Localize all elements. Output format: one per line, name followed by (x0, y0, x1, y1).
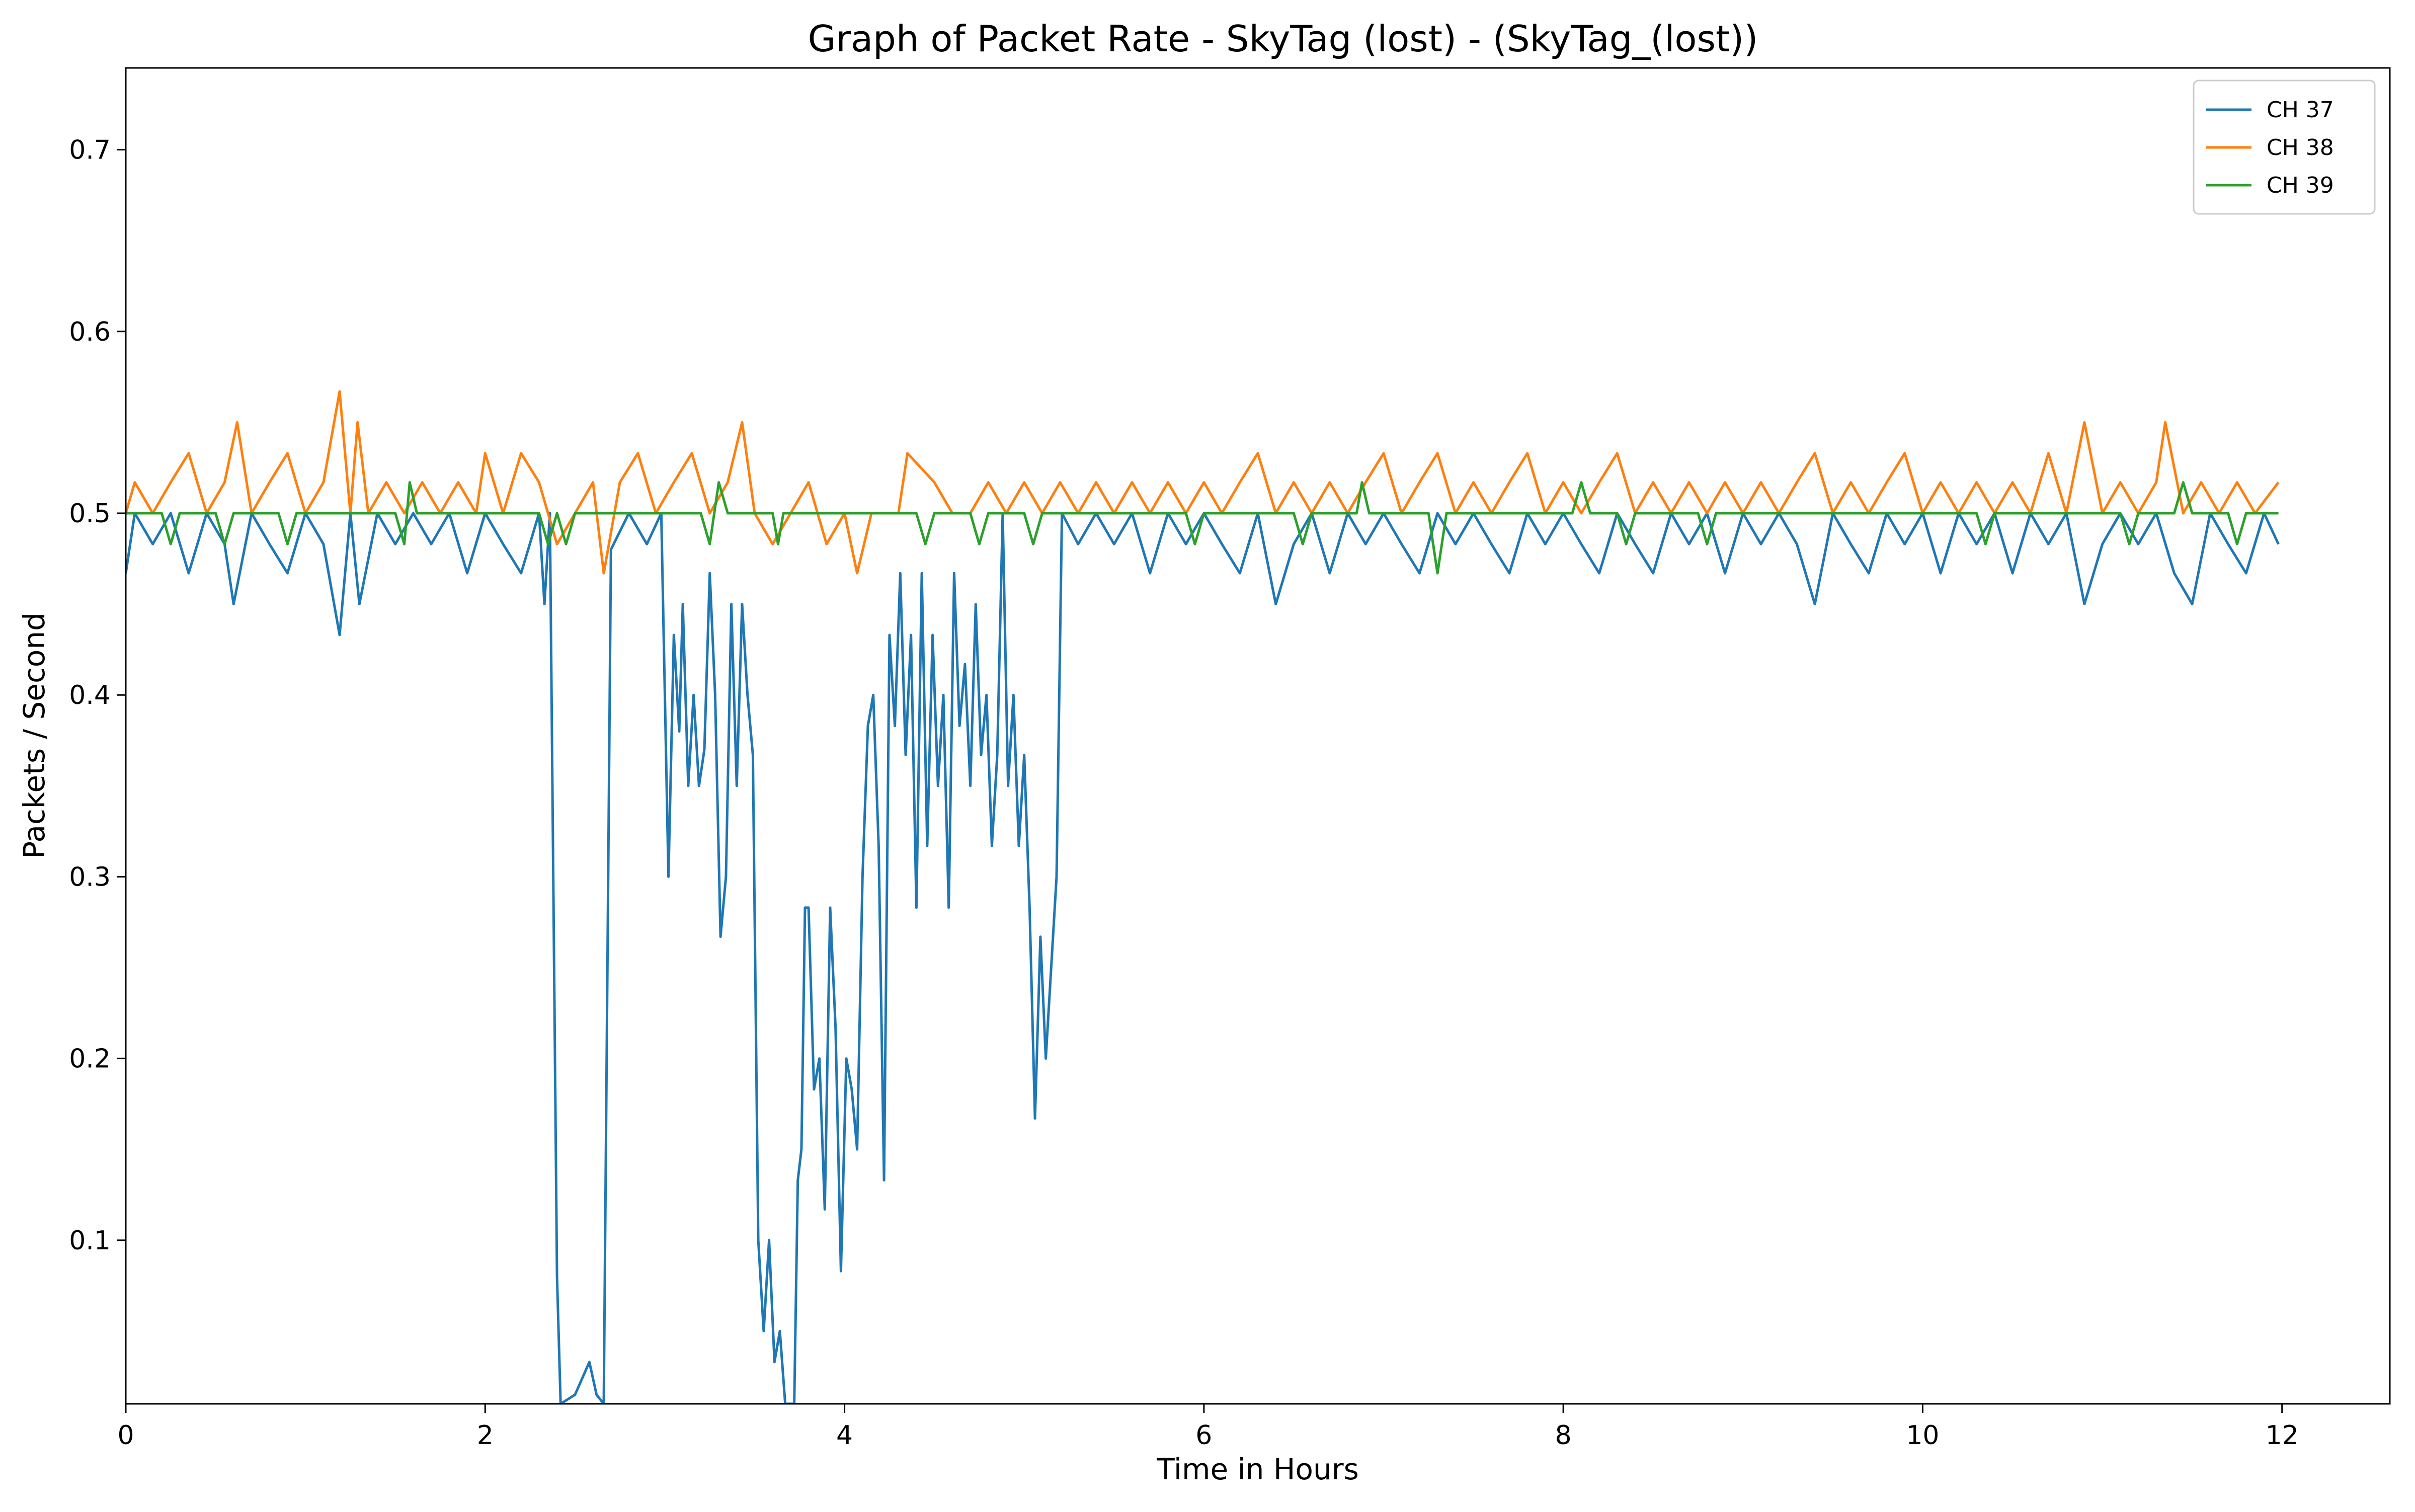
y-tick-label: 0.5 (69, 499, 111, 529)
x-tick-label: 6 (1195, 1420, 1212, 1451)
y-axis-label: Packets / Second (17, 612, 51, 859)
axis-ticks: 0 2 4 6 8 10 12 0.1 0.2 0.3 0.4 0.5 0.6 0.7 (69, 135, 2299, 1451)
series-line-2 (126, 390, 2280, 575)
x-tick-label: 8 (1555, 1420, 1572, 1451)
legend-label: CH 37 (2267, 97, 2334, 123)
x-tick-label: 0 (117, 1420, 134, 1451)
x-tick-label: 10 (1906, 1420, 1939, 1451)
y-tick-label: 0.7 (69, 135, 111, 166)
chart-title: Graph of Packet Rate - SkyTag (lost) - (… (808, 18, 1758, 60)
y-tick-label: 0.6 (69, 317, 111, 347)
y-tick-label: 0.4 (69, 680, 111, 710)
legend-label: CH 39 (2267, 173, 2334, 198)
y-tick-label: 0.1 (69, 1226, 111, 1256)
legend-label: CH 38 (2267, 135, 2334, 161)
legend-box (2193, 79, 2376, 215)
x-tick-label: 12 (2266, 1420, 2299, 1451)
series-line-1 (126, 512, 2280, 1404)
series-lines (126, 390, 2280, 1404)
y-tick-label: 0.3 (69, 862, 111, 892)
series-line-3 (126, 481, 2279, 575)
y-tick-label: 0.2 (69, 1044, 111, 1074)
x-tick-label: 2 (477, 1420, 494, 1451)
legend: CH 37 CH 38 CH 39 (2193, 79, 2376, 215)
x-axis-label: Time in Hours (1156, 1452, 1359, 1486)
plot-frame (125, 67, 2391, 1405)
x-tick-label: 4 (836, 1420, 853, 1451)
